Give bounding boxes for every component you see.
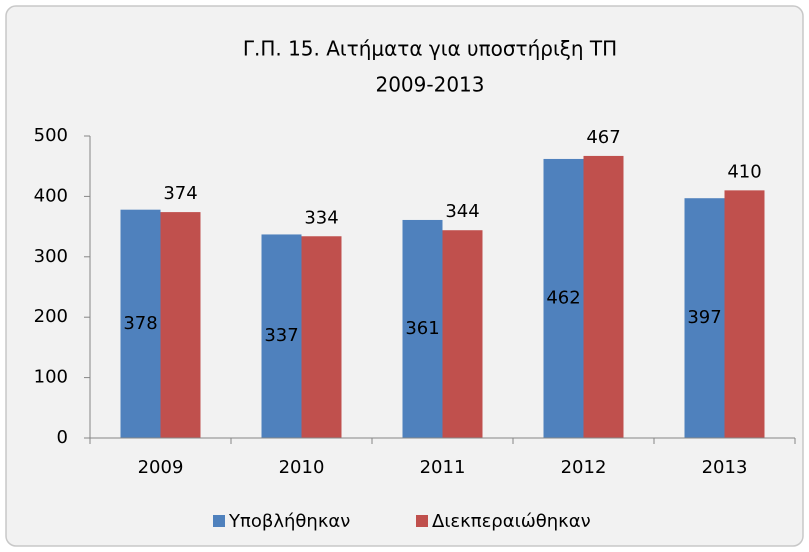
y-tick-label: 500: [34, 125, 68, 146]
y-tick-label: 400: [34, 185, 68, 206]
legend-swatch: [416, 515, 428, 527]
bar: [583, 155, 624, 438]
data-label: 344: [445, 201, 479, 222]
data-label: 334: [304, 207, 338, 228]
data-label: 462: [546, 287, 580, 308]
data-label: 337: [264, 325, 298, 346]
data-label: 378: [123, 313, 157, 334]
bar: [120, 209, 161, 438]
legend-swatch: [213, 515, 225, 527]
x-tick-label: 2011: [420, 457, 466, 478]
y-tick-label: 0: [57, 427, 68, 448]
data-label: 410: [727, 161, 761, 182]
x-tick-label: 2009: [138, 457, 184, 478]
bar: [684, 198, 725, 438]
bar: [160, 212, 201, 438]
data-label: 361: [405, 318, 439, 339]
data-label: 467: [586, 127, 620, 148]
x-tick-label: 2012: [561, 457, 607, 478]
bar: [261, 234, 302, 438]
bar: [442, 230, 483, 438]
bar: [724, 190, 765, 438]
y-tick-label: 300: [34, 246, 68, 267]
x-tick-label: 2010: [279, 457, 325, 478]
x-tick-label: 2013: [702, 457, 748, 478]
chart-subtitle: 2009-2013: [375, 73, 484, 97]
legend-label: Υποβλήθηκαν: [228, 511, 350, 532]
legend-label: Διεκπεραιώθηκαν: [432, 511, 591, 532]
bar: [301, 236, 342, 438]
y-tick-label: 200: [34, 306, 68, 327]
bar: [543, 158, 584, 438]
data-label: 397: [687, 307, 721, 328]
data-label: 374: [163, 183, 197, 204]
chart-title: Γ.Π. 15. Αιτήματα για υποστήριξη ΤΠ: [243, 37, 617, 61]
bar: [402, 219, 443, 438]
y-tick-label: 100: [34, 367, 68, 388]
